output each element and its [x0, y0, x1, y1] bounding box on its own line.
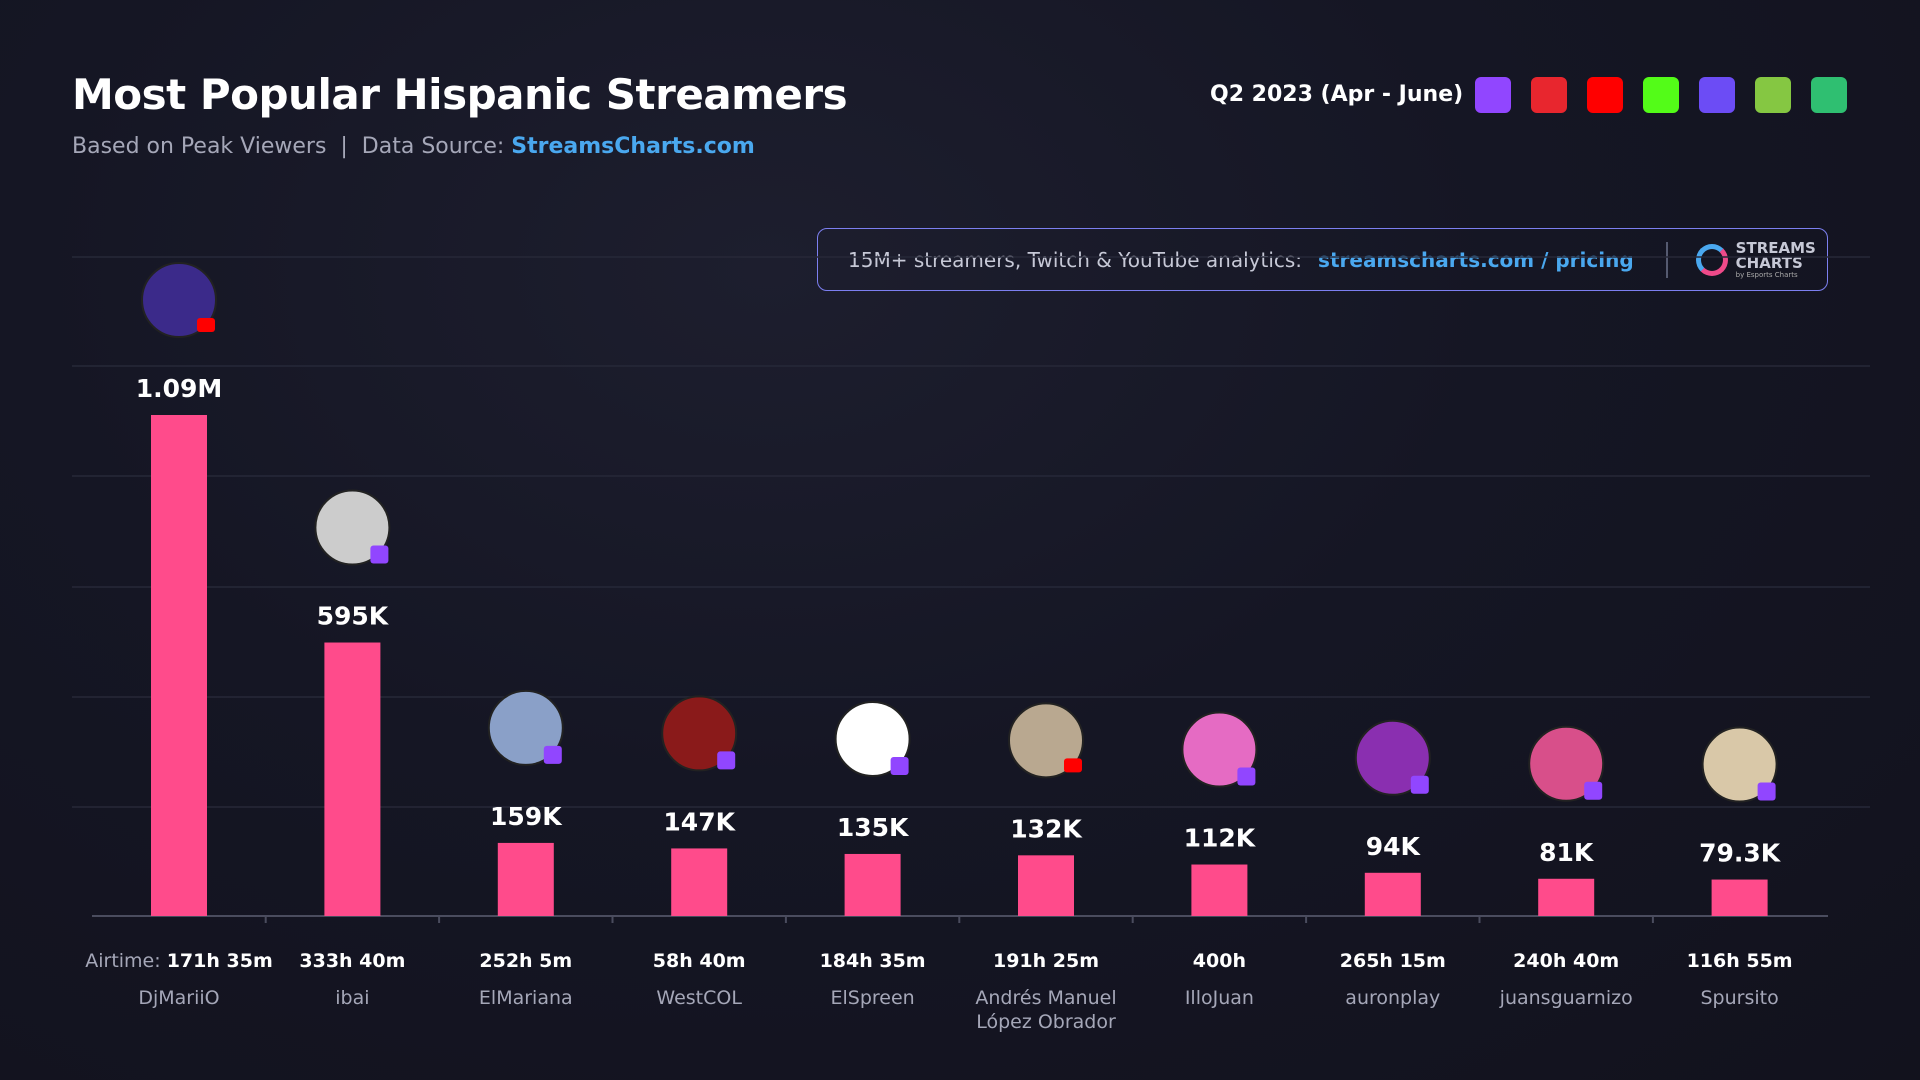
nimo-icon — [1811, 77, 1847, 113]
bar — [844, 853, 901, 916]
logo-icon — [1695, 243, 1728, 276]
airtime-label: 265h 15m — [1340, 950, 1446, 972]
bar — [1018, 855, 1074, 916]
category-label: Spursito — [1700, 987, 1778, 1009]
avatar — [314, 489, 391, 566]
category-label: López Obrador — [976, 1011, 1116, 1033]
bar — [671, 848, 728, 916]
promo-banner[interactable]: 15M+ streamers, Twitch & YouTube analyti… — [817, 228, 1828, 291]
banner-link[interactable]: streamscharts.com / pricing — [1318, 247, 1634, 272]
bar — [1711, 879, 1768, 916]
logo-text: STREAMS — [1735, 238, 1816, 257]
source-link[interactable]: StreamsCharts.com — [511, 134, 755, 159]
category-label: juansguarnizo — [1499, 987, 1633, 1009]
category-label: IlloJuan — [1185, 987, 1254, 1009]
avatar — [661, 695, 738, 772]
logo-sub: by Esports Charts — [1735, 270, 1798, 279]
data-label: 147K — [663, 807, 736, 836]
airtime-label: Airtime: 171h 35m — [85, 950, 273, 972]
data-label: 595K — [317, 602, 390, 631]
period-label: Q2 2023 (Apr - June) — [1210, 82, 1464, 107]
airtime-label: 58h 40m — [653, 950, 746, 972]
data-label: 81K — [1539, 838, 1595, 867]
streams-charts-logo: STREAMS CHARTS by Esports Charts — [1695, 238, 1816, 279]
avatar — [1181, 711, 1258, 788]
airtime-label: 252h 5m — [479, 950, 572, 972]
youtube-badge-icon — [197, 318, 215, 332]
avatar — [1528, 725, 1605, 802]
avatar — [1008, 702, 1084, 779]
divider — [1665, 241, 1668, 278]
data-label: 79.3K — [1699, 839, 1782, 868]
avatar — [1354, 719, 1431, 796]
twitch-badge-icon — [543, 745, 562, 764]
airtime-label: 116h 55m — [1687, 950, 1793, 972]
airtime-label: 184h 35m — [820, 950, 926, 972]
subtitle-text: Based on Peak Viewers | Data Source: — [72, 134, 512, 159]
subtitle: Based on Peak Viewers | Data Source: Str… — [72, 134, 755, 159]
data-label: 112K — [1184, 824, 1257, 853]
youtube-icon — [1587, 77, 1623, 113]
twitch-badge-icon — [370, 545, 389, 564]
airtime-label: 240h 40m — [1513, 950, 1619, 972]
avatar — [834, 700, 911, 777]
twitch-icon — [1475, 77, 1511, 113]
avatar — [1701, 726, 1778, 803]
kick-icon — [1643, 77, 1679, 113]
logo-text-2: CHARTS — [1735, 253, 1803, 272]
category-label: ibai — [335, 987, 369, 1009]
data-label: 159K — [490, 802, 563, 831]
twitch-badge-icon — [1410, 775, 1429, 794]
bar — [1538, 878, 1595, 916]
airtime-label: 191h 25m — [993, 950, 1099, 972]
data-label: 135K — [837, 813, 910, 842]
twitch-badge-icon — [1237, 767, 1256, 786]
airtime-label: 400h — [1193, 950, 1246, 972]
category-label: ElMariana — [479, 987, 573, 1009]
category-label: auronplay — [1345, 987, 1440, 1009]
data-label: 132K — [1010, 814, 1083, 843]
bar — [324, 642, 381, 916]
avatar — [141, 262, 217, 338]
twitch-badge-icon — [717, 751, 736, 770]
rumble-icon — [1755, 77, 1791, 113]
airtime-label: 333h 40m — [299, 950, 405, 972]
bar — [151, 415, 207, 916]
twitch-badge-icon — [1757, 782, 1776, 801]
category-label: DjMariiO — [138, 987, 219, 1009]
trovo-icon — [1699, 77, 1735, 113]
data-label: 1.09M — [136, 374, 223, 403]
bar — [1364, 872, 1421, 916]
category-label: Andrés Manuel — [975, 987, 1116, 1009]
category-label: WestCOL — [656, 987, 742, 1009]
bar — [1191, 864, 1248, 916]
data-label: 94K — [1366, 832, 1422, 861]
banner-text: 15M+ streamers, Twitch & YouTube analyti… — [848, 247, 1303, 272]
page-title: Most Popular Hispanic Streamers — [72, 70, 848, 119]
category-label: ElSpreen — [830, 987, 914, 1009]
avatar — [487, 689, 564, 766]
vk-play-icon — [1531, 77, 1567, 113]
youtube-badge-icon — [1064, 758, 1082, 773]
twitch-badge-icon — [1584, 781, 1603, 800]
twitch-badge-icon — [890, 756, 909, 775]
bar — [497, 842, 554, 916]
